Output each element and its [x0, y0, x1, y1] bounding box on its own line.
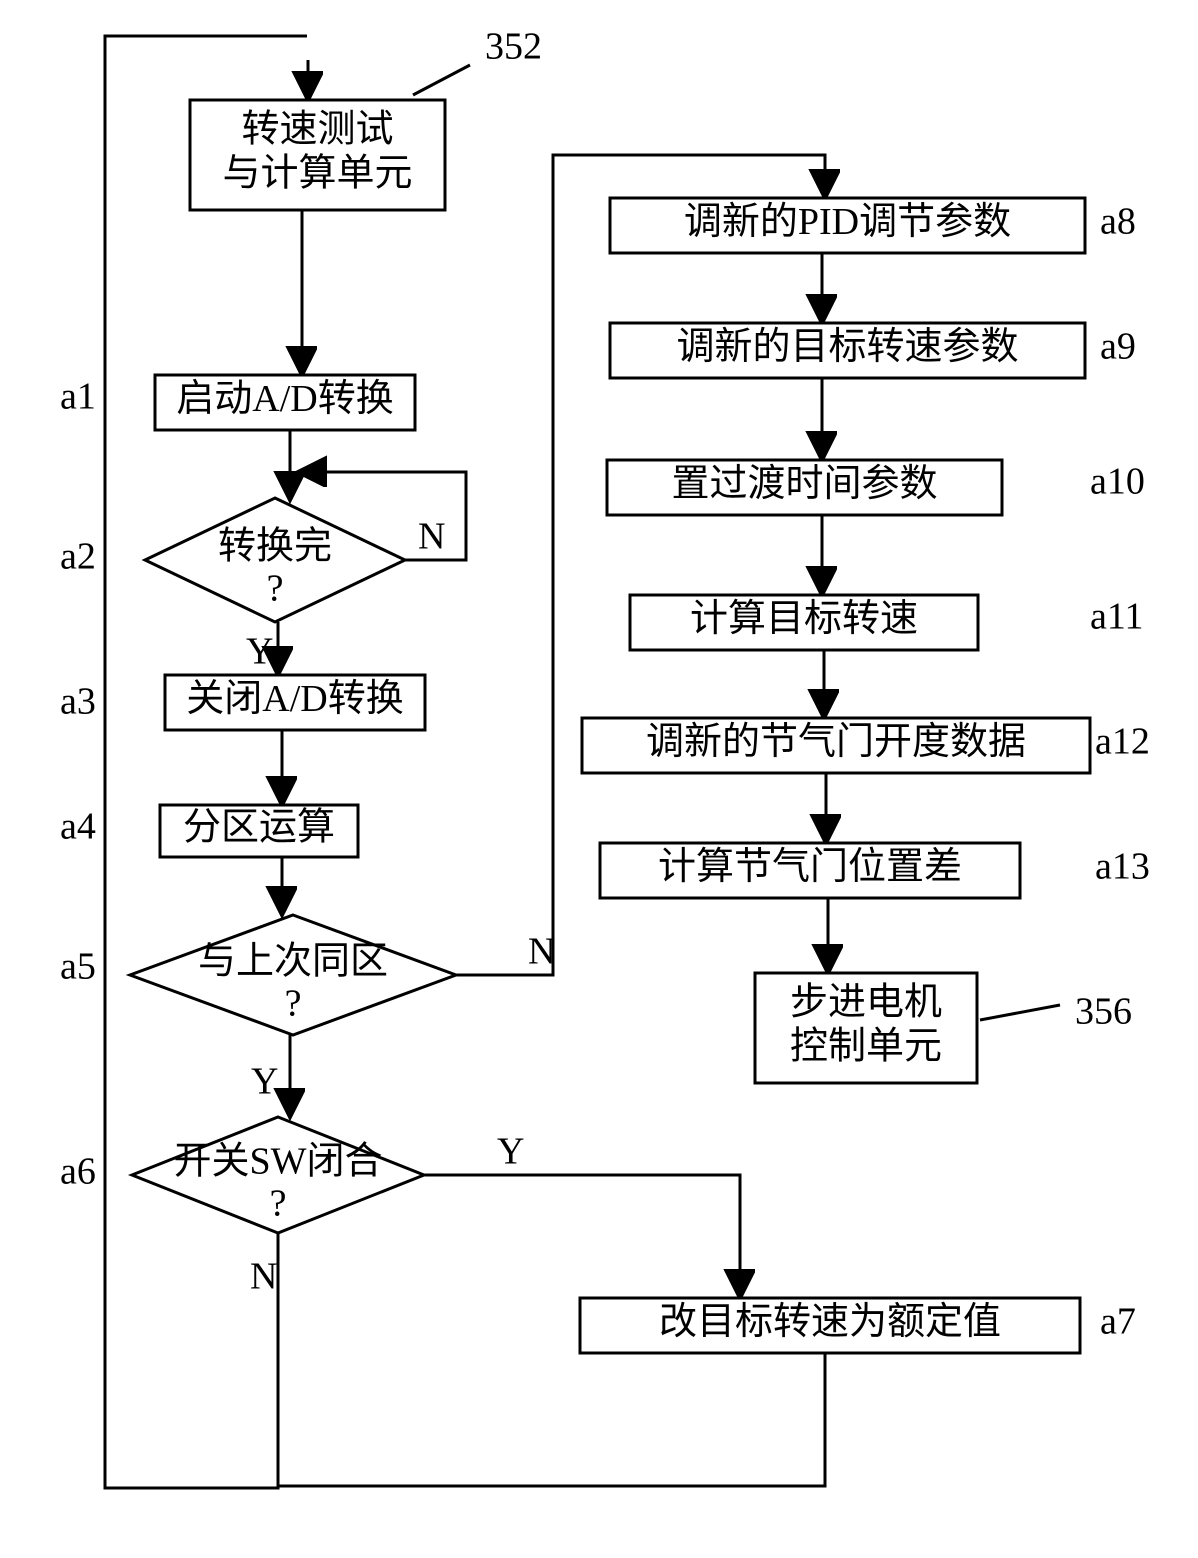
- svg-text:关闭A/D转换: 关闭A/D转换: [186, 678, 403, 720]
- box-a1box: 启动A/D转换: [155, 375, 415, 430]
- svg-text:与计算单元: 与计算单元: [222, 153, 412, 195]
- svg-text:352: 352: [485, 26, 542, 68]
- box-a11box: 计算目标转速: [630, 595, 978, 650]
- svg-text:a13: a13: [1095, 846, 1150, 888]
- svg-text:Y: Y: [246, 631, 273, 673]
- svg-text:Y: Y: [497, 1131, 524, 1173]
- svg-text:a12: a12: [1095, 721, 1150, 763]
- svg-text:a6: a6: [60, 1151, 96, 1193]
- box-a12box: 调新的节气门开度数据: [582, 718, 1090, 773]
- svg-text:N: N: [528, 931, 555, 973]
- svg-text:启动A/D转换: 启动A/D转换: [176, 378, 393, 420]
- svg-text:356: 356: [1075, 991, 1132, 1033]
- svg-text:调新的目标转速参数: 调新的目标转速参数: [676, 326, 1018, 368]
- svg-text:a7: a7: [1100, 1301, 1136, 1343]
- box-a13box: 计算节气门位置差: [600, 843, 1020, 898]
- svg-text:Y: Y: [251, 1061, 278, 1103]
- svg-text:改目标转速为额定值: 改目标转速为额定值: [659, 1301, 1001, 1343]
- box-a7box: 改目标转速为额定值: [580, 1298, 1080, 1353]
- svg-text:调新的节气门开度数据: 调新的节气门开度数据: [646, 721, 1026, 763]
- svg-text:a1: a1: [60, 376, 96, 418]
- svg-text:分区运算: 分区运算: [183, 807, 335, 849]
- svg-text:转速测试: 转速测试: [241, 109, 393, 151]
- box-a8box: 调新的PID调节参数: [610, 198, 1085, 253]
- box-n356box: 步进电机控制单元: [755, 973, 977, 1083]
- svg-text:开关SW闭合: 开关SW闭合: [173, 1141, 382, 1183]
- svg-text:计算节气门位置差: 计算节气门位置差: [658, 846, 962, 888]
- svg-text:a4: a4: [60, 806, 96, 848]
- decision-a6d: 开关SW闭合?: [132, 1117, 424, 1233]
- svg-text:a2: a2: [60, 536, 96, 578]
- box-a4box: 分区运算: [160, 805, 358, 857]
- svg-text:?: ?: [267, 568, 284, 610]
- svg-text:a8: a8: [1100, 201, 1136, 243]
- svg-text:N: N: [250, 1256, 277, 1298]
- decision-a2d: 转换完?: [145, 498, 405, 622]
- svg-text:a11: a11: [1090, 596, 1143, 638]
- box-n352: 转速测试与计算单元: [190, 100, 445, 210]
- svg-text:置过渡时间参数: 置过渡时间参数: [671, 463, 937, 505]
- svg-text:?: ?: [285, 983, 302, 1025]
- svg-text:步进电机: 步进电机: [790, 982, 942, 1024]
- svg-text:调新的PID调节参数: 调新的PID调节参数: [684, 201, 1011, 243]
- svg-text:转换完: 转换完: [218, 526, 332, 568]
- flowchart-diagram: 转速测试与计算单元启动A/D转换关闭A/D转换分区运算改目标转速为额定值 调新的P…: [0, 0, 1198, 1558]
- box-a3box: 关闭A/D转换: [165, 675, 425, 730]
- box-a9box: 调新的目标转速参数: [610, 323, 1085, 378]
- svg-text:N: N: [418, 516, 445, 558]
- svg-text:a10: a10: [1090, 461, 1145, 503]
- svg-text:控制单元: 控制单元: [790, 1026, 942, 1068]
- svg-text:a3: a3: [60, 681, 96, 723]
- svg-text:a5: a5: [60, 946, 96, 988]
- svg-text:a9: a9: [1100, 326, 1136, 368]
- box-a10box: 置过渡时间参数: [607, 460, 1002, 515]
- svg-text:计算目标转速: 计算目标转速: [690, 598, 918, 640]
- svg-text:与上次同区: 与上次同区: [198, 941, 388, 983]
- decision-a5d: 与上次同区?: [130, 915, 456, 1035]
- svg-text:?: ?: [270, 1183, 287, 1225]
